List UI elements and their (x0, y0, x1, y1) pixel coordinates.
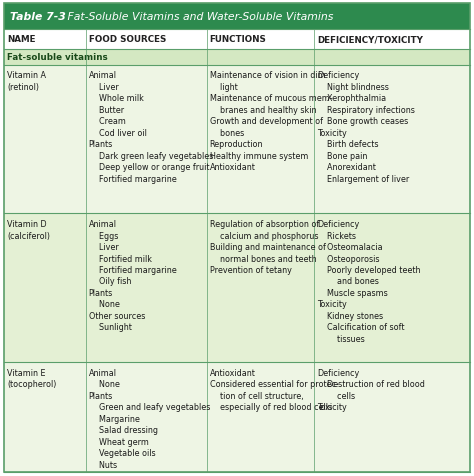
Bar (4, 30, 470, 50)
Text: Regulation of absorption of
    calcium and phosphorus
Building and maintenance : Regulation of absorption of calcium and … (210, 220, 326, 275)
Text: Vitamin E
(tocopherol): Vitamin E (tocopherol) (7, 368, 56, 388)
Text: Fat-Soluble Vitamins and Water-Soluble Vitamins: Fat-Soluble Vitamins and Water-Soluble V… (64, 12, 333, 22)
Text: Antioxidant
Considered essential for protec-
    tion of cell structure,
    esp: Antioxidant Considered essential for pro… (210, 368, 339, 411)
Bar (4, 65, 470, 214)
Text: Animal
    Liver
    Whole milk
    Butter
    Cream
    Cod liver oil
Plants
  : Animal Liver Whole milk Butter Cream Cod… (89, 71, 213, 183)
Text: FOOD SOURCES: FOOD SOURCES (89, 35, 166, 44)
Text: Vitamin D
(calciferol): Vitamin D (calciferol) (7, 220, 50, 240)
Text: Animal
    None
Plants
    Green and leafy vegetables
    Margarine
    Salad dr: Animal None Plants Green and leafy veget… (89, 368, 210, 468)
Bar (4, 214, 470, 362)
Bar (4, 50, 470, 65)
Text: Deficiency
    Destruction of red blood
        cells
Toxicity: Deficiency Destruction of red blood cell… (317, 368, 425, 411)
Text: Fat-soluble vitamins: Fat-soluble vitamins (7, 53, 108, 62)
Text: DEFICIENCY/TOXICITY: DEFICIENCY/TOXICITY (317, 35, 423, 44)
Bar (4, 4, 470, 30)
Text: Table 7-3: Table 7-3 (10, 12, 66, 22)
Bar (4, 362, 470, 472)
Text: Deficiency
    Rickets
    Osteomalacia
    Osteoporosis
    Poorly developed te: Deficiency Rickets Osteomalacia Osteopor… (317, 220, 420, 343)
Text: Maintenance of vision in dim
    light
Maintenance of mucous mem-
    branes and: Maintenance of vision in dim light Maint… (210, 71, 332, 172)
Text: NAME: NAME (7, 35, 36, 44)
Text: FUNCTIONS: FUNCTIONS (210, 35, 266, 44)
Text: Deficiency
    Night blindness
    Xerophthalmia
    Respiratory infections
    : Deficiency Night blindness Xerophthalmia… (317, 71, 415, 183)
Text: Vitamin A
(retinol): Vitamin A (retinol) (7, 71, 46, 92)
Text: Animal
    Eggs
    Liver
    Fortified milk
    Fortified margarine
    Oily fi: Animal Eggs Liver Fortified milk Fortifi… (89, 220, 176, 332)
